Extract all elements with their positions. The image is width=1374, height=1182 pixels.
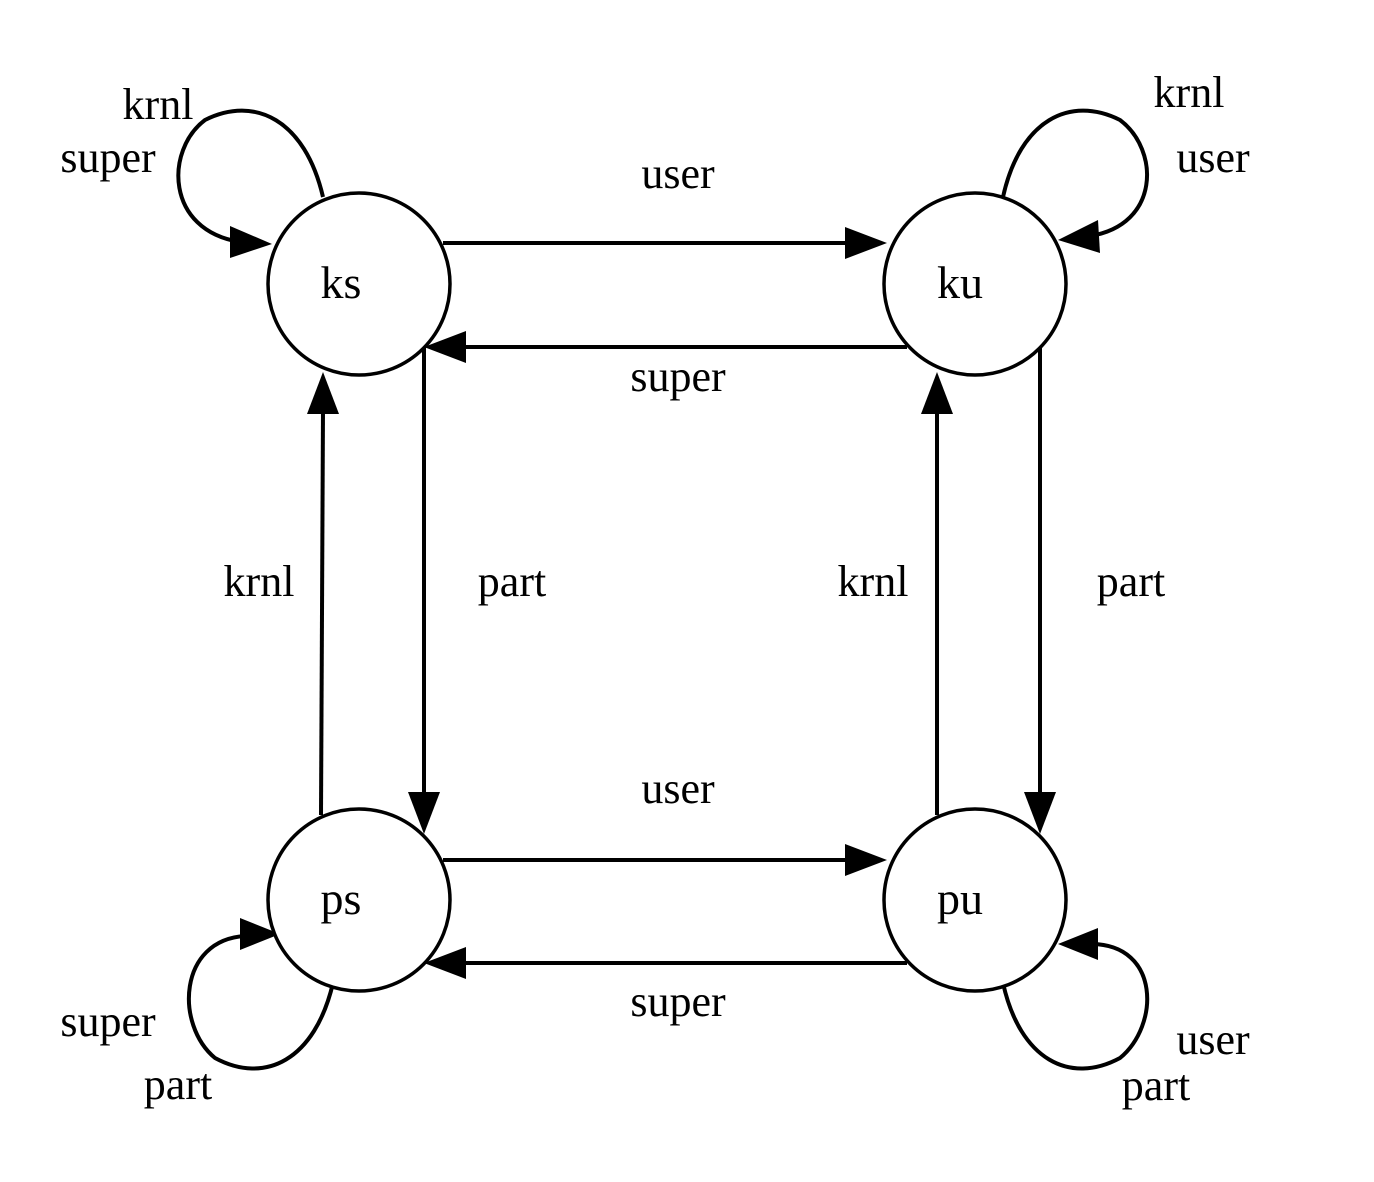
- node-ps-label: ps: [321, 873, 362, 924]
- node-pu-label: pu: [937, 873, 983, 924]
- ps-self-loop: [186, 934, 335, 1071]
- pu-self-loop-label-2: part: [1122, 1061, 1190, 1110]
- edge-ks-to-ps-arrowhead: [408, 792, 440, 834]
- node-ks-label: ks: [321, 257, 362, 308]
- node-pu: pu: [882, 807, 1068, 993]
- edge-pu-to-ps-arrowhead: [424, 947, 466, 979]
- node-ku: ku: [882, 191, 1068, 377]
- edge-ku-to-pu-arrowhead: [1024, 792, 1056, 834]
- ps-self-loop-arrowhead: [240, 918, 280, 950]
- edge-pu-to-ps-label: super: [630, 977, 726, 1026]
- ks-self-loop: [176, 108, 325, 244]
- edge-ps-to-ks: [319, 409, 325, 816]
- edge-ps-to-ks-arrowhead: [307, 372, 339, 414]
- ku-self-loop-label-1: krnl: [1154, 68, 1225, 117]
- edge-ks-to-ku-label: user: [641, 149, 715, 198]
- ks-self-loop-label-2: super: [60, 133, 156, 182]
- ps-self-loop-label-1: super: [60, 997, 156, 1046]
- ku-self-loop-label-2: user: [1176, 133, 1250, 182]
- ks-self-loop-label-1: krnl: [123, 80, 194, 129]
- edge-ps-to-pu-label: user: [641, 764, 715, 813]
- node-ku-label: ku: [937, 257, 983, 308]
- ku-self-loop: [1001, 108, 1150, 238]
- pu-self-loop-label-1: user: [1176, 1015, 1250, 1064]
- node-ps: ps: [266, 807, 452, 993]
- edge-pu-to-ku-arrowhead: [921, 372, 953, 414]
- edge-ks-to-ku-arrowhead: [845, 227, 887, 259]
- pu-self-loop-arrowhead: [1058, 928, 1098, 960]
- node-ks: ks: [266, 191, 452, 377]
- edge-ps-to-ks-label: krnl: [224, 557, 295, 606]
- edge-ku-to-ks-label: super: [630, 352, 726, 401]
- pu-self-loop: [1001, 942, 1150, 1071]
- ps-self-loop-label-2: part: [144, 1060, 212, 1109]
- edge-ps-to-pu-arrowhead: [845, 844, 887, 876]
- edge-ku-to-ks-arrowhead: [424, 331, 466, 363]
- ku-self-loop-arrowhead: [1058, 220, 1100, 253]
- edge-ks-to-ps-label: part: [478, 557, 546, 606]
- ks-self-loop-arrowhead: [230, 226, 272, 258]
- edge-pu-to-ku-label: krnl: [838, 557, 909, 606]
- edge-ku-to-pu-label: part: [1097, 557, 1165, 606]
